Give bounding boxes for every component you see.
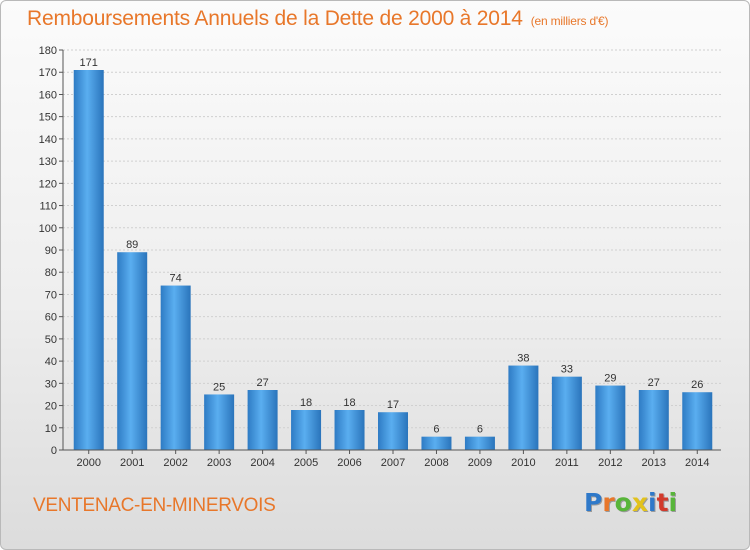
logo-letter: i bbox=[668, 488, 678, 517]
value-label: 18 bbox=[343, 397, 355, 409]
bar bbox=[334, 410, 365, 450]
bar bbox=[595, 385, 626, 450]
bars bbox=[73, 70, 713, 450]
y-tick-label: 140 bbox=[39, 134, 57, 146]
logo-letter: P bbox=[584, 488, 603, 517]
bar bbox=[508, 365, 539, 450]
logo-letter: r bbox=[602, 488, 615, 517]
value-label: 26 bbox=[691, 379, 703, 391]
y-tick-label: 30 bbox=[45, 378, 57, 390]
bar bbox=[117, 252, 148, 450]
logo-letter: o bbox=[614, 488, 632, 517]
value-label: 6 bbox=[433, 424, 439, 436]
bar bbox=[464, 436, 495, 450]
x-tick-label: 2000 bbox=[76, 457, 100, 469]
value-label: 29 bbox=[604, 373, 616, 385]
y-tick-label: 50 bbox=[45, 334, 57, 346]
x-tick-label: 2004 bbox=[250, 457, 274, 469]
value-label: 33 bbox=[561, 364, 573, 376]
y-tick-label: 150 bbox=[39, 112, 57, 124]
y-tick-label: 110 bbox=[39, 201, 57, 213]
bar bbox=[204, 394, 235, 450]
place-name: VENTENAC-EN-MINERVOIS bbox=[33, 495, 276, 516]
x-tick-label: 2006 bbox=[337, 457, 361, 469]
logo-letter: x bbox=[631, 488, 648, 517]
x-tick-label: 2008 bbox=[424, 457, 448, 469]
y-tick-label: 0 bbox=[51, 445, 57, 457]
y-tick-label: 160 bbox=[39, 89, 57, 101]
y-tick-label: 20 bbox=[45, 401, 57, 413]
proxiti-logo: Proxiti bbox=[584, 488, 677, 517]
x-tick-label: 2009 bbox=[468, 457, 492, 469]
y-axis: 0 10 20 30 40 50 60 70 80 90 100 110 120 130 140 150 160… bbox=[39, 45, 64, 457]
x-tick-label: 2010 bbox=[511, 457, 535, 469]
bar bbox=[378, 412, 408, 450]
value-label: 74 bbox=[170, 273, 182, 285]
x-axis: 2000 2001 2002 2003 2004 2005 2006 2007 2008 2009… bbox=[63, 449, 721, 469]
value-label: 18 bbox=[300, 397, 312, 409]
value-label: 25 bbox=[213, 381, 225, 393]
y-tick-label: 130 bbox=[39, 156, 57, 168]
bar bbox=[73, 70, 104, 450]
y-tick-label: 100 bbox=[39, 223, 57, 235]
y-tick-label: 60 bbox=[45, 312, 57, 324]
x-tick-label: 2014 bbox=[685, 457, 709, 469]
chart-title-text: Remboursements Annuels de la Dette de 20… bbox=[27, 7, 523, 30]
x-tick-label: 2011 bbox=[555, 457, 579, 469]
y-tick-label: 170 bbox=[39, 67, 57, 79]
value-label: 38 bbox=[517, 353, 529, 365]
x-tick-label: 2012 bbox=[598, 457, 622, 469]
bar bbox=[638, 390, 669, 450]
value-labels: 171 89 74 25 27 18 18 17 6 6 38 33 29 27 26 bbox=[80, 57, 704, 436]
y-tick-label: 70 bbox=[45, 289, 57, 301]
y-tick-label: 80 bbox=[45, 267, 57, 279]
chart-title: Remboursements Annuels de la Dette de 20… bbox=[27, 7, 608, 31]
bar bbox=[160, 285, 191, 450]
value-label: 89 bbox=[126, 239, 138, 251]
value-label: 27 bbox=[256, 377, 268, 389]
chart-unit: (en milliers d'€) bbox=[530, 14, 609, 28]
value-label: 171 bbox=[80, 57, 98, 69]
bar bbox=[291, 410, 322, 450]
bar bbox=[247, 390, 278, 450]
y-tick-label: 90 bbox=[45, 245, 57, 257]
x-tick-label: 2013 bbox=[642, 457, 666, 469]
y-tick-label: 120 bbox=[39, 178, 57, 190]
y-tick-label: 180 bbox=[39, 45, 57, 57]
value-label: 17 bbox=[387, 399, 399, 411]
logo-letter: i bbox=[648, 488, 657, 517]
y-tick-label: 10 bbox=[45, 423, 57, 435]
value-label: 27 bbox=[648, 377, 660, 389]
x-tick-label: 2003 bbox=[207, 457, 231, 469]
bar bbox=[421, 436, 452, 450]
x-tick-label: 2002 bbox=[163, 457, 187, 469]
y-tick-label: 40 bbox=[45, 356, 57, 368]
x-tick-label: 2007 bbox=[381, 457, 405, 469]
bar bbox=[551, 376, 582, 450]
logo-letter: t bbox=[656, 488, 669, 517]
x-tick-label: 2001 bbox=[120, 457, 144, 469]
bar bbox=[682, 392, 713, 450]
value-label: 6 bbox=[477, 424, 483, 436]
x-tick-label: 2005 bbox=[294, 457, 318, 469]
